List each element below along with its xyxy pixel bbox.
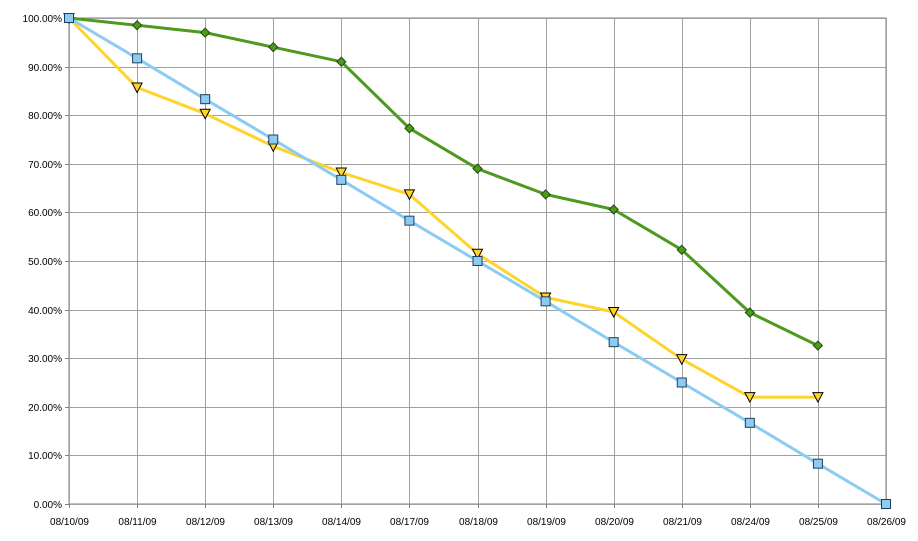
data-point-diamond — [131, 20, 143, 31]
x-tick-label: 08/17/09 — [390, 517, 429, 528]
x-tick-label: 08/21/09 — [663, 517, 702, 528]
y-tick-label: 40.00% — [28, 306, 62, 317]
data-point-square — [744, 417, 755, 428]
data-point-diamond — [744, 307, 756, 318]
data-point-diamond — [336, 56, 347, 67]
x-tick-label: 08/14/09 — [322, 517, 361, 528]
axes: 0.00% 10.00% 20.00% 30.00% 40.00% 50.00% 60.00… — [23, 14, 907, 528]
data-point-square — [268, 134, 279, 145]
data-point-diamond — [540, 189, 551, 200]
data-point-square — [812, 458, 823, 469]
x-tick-label: 08/10/09 — [50, 517, 89, 528]
data-point-square — [676, 377, 687, 388]
y-tick-label: 50.00% — [28, 257, 62, 268]
data-point-diamond — [608, 204, 619, 215]
series-square — [64, 13, 891, 509]
x-tick-label: 08/24/09 — [731, 517, 770, 528]
data-point-square — [200, 94, 211, 105]
y-tick-label: 20.00% — [28, 403, 62, 414]
grid — [68, 17, 887, 505]
data-point-square — [472, 256, 483, 266]
y-tick-label: 60.00% — [28, 208, 62, 219]
data-point-triangle — [403, 189, 416, 201]
x-tick-label: 08/19/09 — [527, 517, 566, 528]
series-layer — [63, 12, 891, 509]
y-tick-label: 90.00% — [28, 63, 62, 74]
y-tick-label: 30.00% — [28, 354, 62, 365]
y-tick-label: 70.00% — [28, 160, 62, 171]
data-point-triangle — [131, 82, 143, 94]
x-tick-label: 08/12/09 — [186, 517, 225, 528]
data-point-diamond — [472, 163, 483, 174]
data-point-diamond — [676, 244, 687, 256]
y-tick-label: 100.00% — [23, 14, 63, 25]
x-tick-label: 08/18/09 — [459, 517, 498, 528]
data-point-triangle — [607, 307, 620, 319]
data-point-diamond — [404, 123, 415, 134]
x-tick-label: 08/11/09 — [118, 517, 157, 528]
series-diamond — [63, 12, 824, 351]
data-point-square — [336, 174, 347, 185]
data-point-triangle — [471, 248, 484, 260]
x-tick-label: 08/25/09 — [799, 517, 838, 528]
y-tick-label: 80.00% — [28, 111, 62, 122]
y-tick-label: 10.00% — [28, 451, 62, 462]
data-point-triangle — [675, 354, 688, 366]
data-point-square — [881, 499, 891, 509]
series-triangle-down — [63, 13, 824, 404]
data-point-diamond — [199, 27, 211, 38]
series-line — [67, 16, 818, 399]
data-point-square — [132, 53, 143, 64]
x-tick-label: 08/26/09 — [867, 517, 906, 528]
series-line — [68, 16, 819, 347]
data-point-diamond — [812, 340, 824, 351]
data-point-diamond — [268, 41, 279, 53]
data-point-square — [64, 13, 74, 23]
data-point-triangle — [812, 392, 824, 404]
data-point-square — [608, 337, 619, 348]
x-tick-label: 08/20/09 — [595, 517, 634, 528]
data-point-square — [404, 215, 415, 226]
data-point-square — [540, 296, 551, 307]
data-point-triangle — [335, 167, 348, 179]
data-point-triangle — [744, 392, 756, 404]
y-tick-label: 0.00% — [34, 500, 62, 511]
data-point-triangle — [199, 108, 211, 120]
x-tick-label: 08/13/09 — [254, 517, 293, 528]
